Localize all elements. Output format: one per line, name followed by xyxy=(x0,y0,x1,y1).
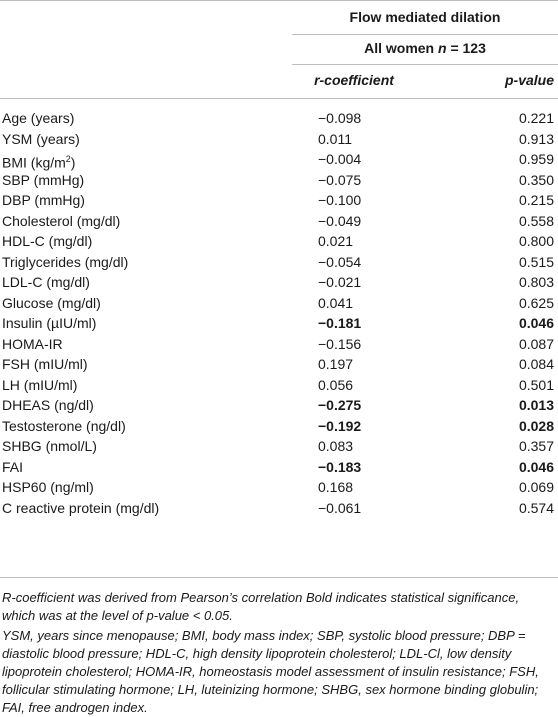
p-value-cell: 0.046 xyxy=(518,315,554,331)
r-coefficient-cell: 0.083 xyxy=(318,438,354,454)
r-coefficient-cell: −0.098 xyxy=(318,110,362,126)
row-label: HDL-C (mg/dl) xyxy=(2,233,93,249)
table-row: C reactive protein (mg/dl) −0.061 0.574 xyxy=(0,498,558,519)
table-row: SBP (mmHg) −0.075 0.350 xyxy=(0,170,558,191)
r-coefficient-cell: −0.004 xyxy=(318,151,362,167)
header-rule xyxy=(0,98,558,99)
r-coefficient-cell: 0.197 xyxy=(318,356,354,372)
r-coefficient-cell: −0.021 xyxy=(318,274,362,290)
subgroup-n: n xyxy=(438,40,447,56)
r-coefficient-cell: 0.056 xyxy=(318,376,354,393)
p-value-cell: 0.803 xyxy=(518,274,554,290)
r-coefficient-cell: −0.183 xyxy=(318,458,362,475)
table-row: HSP60 (ng/ml) 0.168 0.069 xyxy=(0,477,558,498)
footnote-2: YSM, years since menopause; BMI, body ma… xyxy=(2,628,539,715)
r-coefficient-cell: −0.156 xyxy=(318,335,362,352)
row-label: Cholesterol (mg/dl) xyxy=(2,212,121,229)
row-label: SHBG (nmol/L) xyxy=(2,438,97,454)
row-label: BMI (kg/m2) xyxy=(2,154,76,171)
row-label: Testosterone (ng/dl) xyxy=(2,417,126,434)
p-value-cell: 0.084 xyxy=(518,356,554,372)
row-label: HOMA-IR xyxy=(2,335,63,352)
group-title: Flow mediated dilation xyxy=(349,9,501,25)
table-row: Age (years) −0.098 0.221 xyxy=(0,108,558,129)
row-label: LH (mIU/ml) xyxy=(2,376,78,393)
p-value-cell: 0.028 xyxy=(518,417,554,434)
row-label: YSM (years) xyxy=(2,130,80,147)
p-value-cell: 0.221 xyxy=(518,110,554,126)
header-band: Flow mediated dilation xyxy=(0,0,558,34)
table-row: LH (mIU/ml) 0.056 0.501 xyxy=(0,375,558,396)
p-value-cell: 0.574 xyxy=(518,499,554,516)
p-value-cell: 0.013 xyxy=(518,397,554,413)
r-coefficient-cell: −0.049 xyxy=(318,212,362,229)
p-value-cell: 0.625 xyxy=(518,294,554,311)
table-row: HOMA-IR −0.156 0.087 xyxy=(0,334,558,355)
col-r-header: r-coefficient xyxy=(314,72,394,88)
r-coefficient-cell: −0.061 xyxy=(318,499,362,516)
subgroup-rule xyxy=(292,64,558,65)
r-coefficient-cell: −0.192 xyxy=(318,417,362,434)
r-coefficient-cell: −0.075 xyxy=(318,171,362,188)
row-label: HSP60 (ng/ml) xyxy=(2,479,94,495)
table-row: FSH (mIU/ml) 0.197 0.084 xyxy=(0,354,558,375)
p-value-cell: 0.800 xyxy=(518,233,554,249)
r-coefficient-cell: 0.021 xyxy=(318,233,354,249)
p-value-cell: 0.501 xyxy=(518,376,554,393)
p-value-cell: 0.069 xyxy=(518,479,554,495)
row-label: FSH (mIU/ml) xyxy=(2,356,88,372)
p-value-cell: 0.558 xyxy=(518,212,554,229)
table-row: Glucose (mg/dl) 0.041 0.625 xyxy=(0,293,558,314)
col-p-header: p-value xyxy=(504,72,554,88)
table-row: HDL-C (mg/dl) 0.021 0.800 xyxy=(0,231,558,252)
p-value-cell: 0.913 xyxy=(518,130,554,147)
row-label: Glucose (mg/dl) xyxy=(2,294,101,311)
table-row: Testosterone (ng/dl) −0.192 0.028 xyxy=(0,416,558,437)
top-rule xyxy=(0,0,558,1)
r-coefficient-cell: −0.275 xyxy=(318,397,362,413)
table-row: DHEAS (ng/dl) −0.275 0.013 xyxy=(0,395,558,416)
footnote-1: R-coefficient was derived from Pearson’s… xyxy=(2,590,520,623)
row-label: DHEAS (ng/dl) xyxy=(2,397,94,413)
table-row: Insulin (µIU/ml) −0.181 0.046 xyxy=(0,313,558,334)
row-label: Insulin (µIU/ml) xyxy=(2,315,97,331)
row-label: C reactive protein (mg/dl) xyxy=(2,499,160,516)
row-label: Triglycerides (mg/dl) xyxy=(2,253,129,270)
table-row: BMI (kg/m2) −0.004 0.959 xyxy=(0,149,558,171)
r-coefficient-cell: −0.054 xyxy=(318,253,362,270)
p-value-cell: 0.959 xyxy=(518,151,554,167)
subgroup-prefix: All women xyxy=(364,40,438,56)
table-row: YSM (years) 0.011 0.913 xyxy=(0,129,558,150)
p-value-cell: 0.350 xyxy=(518,171,554,188)
row-label: SBP (mmHg) xyxy=(2,171,85,188)
r-coefficient-cell: 0.168 xyxy=(318,479,354,495)
r-coefficient-cell: −0.181 xyxy=(318,315,362,331)
subgroup-value: = 123 xyxy=(446,40,486,56)
row-label: LDL-C (mg/dl) xyxy=(2,274,90,290)
p-value-cell: 0.046 xyxy=(518,458,554,475)
row-label: DBP (mmHg) xyxy=(2,192,85,208)
table-row: SHBG (nmol/L) 0.083 0.357 xyxy=(0,436,558,457)
r-coefficient-cell: −0.100 xyxy=(318,192,362,208)
group-rule xyxy=(292,34,558,35)
r-coefficient-cell: 0.011 xyxy=(318,130,352,147)
r-coefficient-cell: 0.041 xyxy=(318,294,354,311)
row-label: FAI xyxy=(2,458,24,475)
table-row: Cholesterol (mg/dl) −0.049 0.558 xyxy=(0,211,558,232)
table-row: DBP (mmHg) −0.100 0.215 xyxy=(0,190,558,211)
bottom-rule xyxy=(0,577,558,578)
p-value-cell: 0.215 xyxy=(518,192,554,208)
table-row: LDL-C (mg/dl) −0.021 0.803 xyxy=(0,272,558,293)
p-value-cell: 0.087 xyxy=(518,335,554,352)
table-row: FAI −0.183 0.046 xyxy=(0,457,558,478)
row-label: Age (years) xyxy=(2,110,75,126)
table-row: Triglycerides (mg/dl) −0.054 0.515 xyxy=(0,252,558,273)
p-value-cell: 0.515 xyxy=(518,253,554,270)
p-value-cell: 0.357 xyxy=(518,438,554,454)
table-body: Age (years) −0.098 0.221 YSM (years) 0.011 0.… xyxy=(0,108,558,518)
subgroup-title: All women n = 123 xyxy=(292,40,558,56)
